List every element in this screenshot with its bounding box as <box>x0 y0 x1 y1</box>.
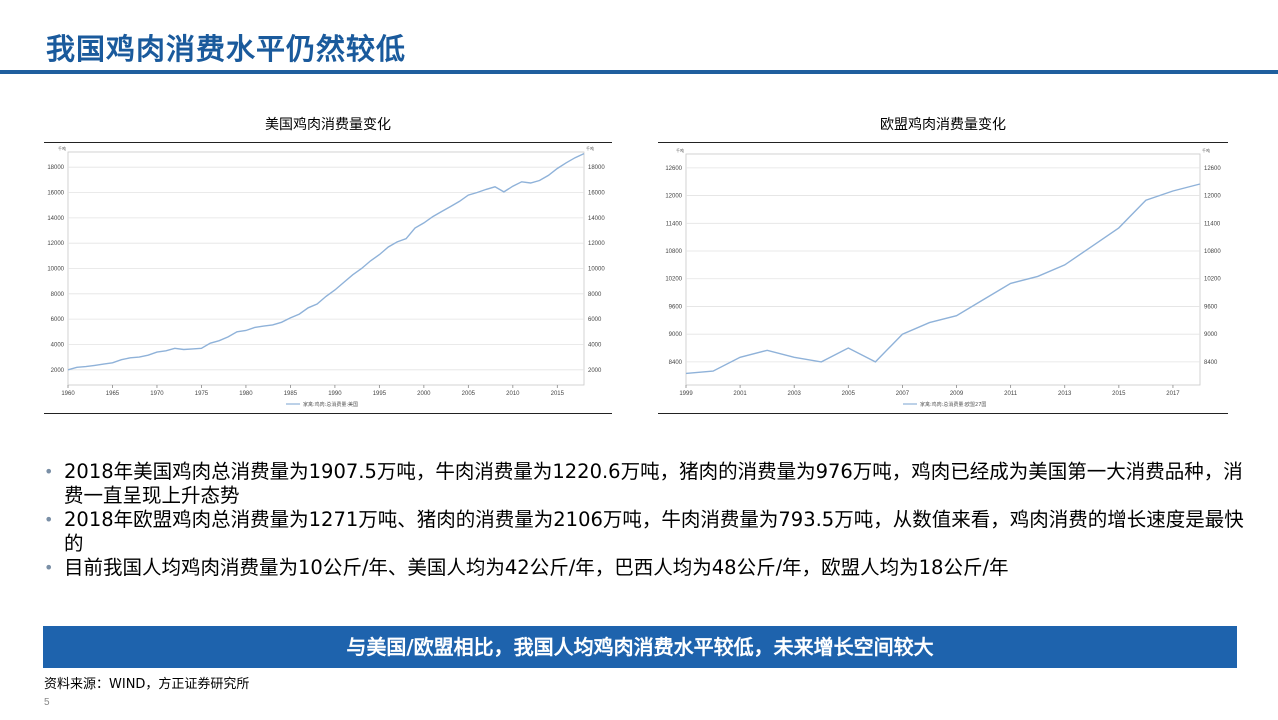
bullet-item: • 目前我国人均鸡肉消费量为10公斤/年、美国人均为42公斤/年，巴西人均为48… <box>44 556 1244 580</box>
bullet-item: • 2018年美国鸡肉总消费量为1907.5万吨，牛肉消费量为1220.6万吨，… <box>44 460 1244 508</box>
x-tick-label: 1980 <box>239 391 253 397</box>
x-tick-label: 2009 <box>950 391 964 397</box>
x-tick-label: 1995 <box>373 391 387 397</box>
title-divider <box>0 70 1278 74</box>
y-tick-label-right: 12000 <box>588 241 605 247</box>
y-tick-label-left: 12000 <box>665 194 682 200</box>
chart-eu-svg: 8400 8400 9000 9000 9600 9600 10200 10200 10800 1… <box>658 142 1228 414</box>
chart-caption-eu: 欧盟鸡肉消费量变化 <box>880 117 1006 133</box>
x-tick-label: 2017 <box>1166 391 1180 397</box>
y-tick-label-right: 8400 <box>1204 360 1218 366</box>
page-title: 我国鸡肉消费水平仍然较低 <box>46 32 407 66</box>
y-tick-label-left: 10000 <box>47 267 64 273</box>
chart-us: 2000 2000 4000 4000 6000 6000 8000 8000 10000 100… <box>44 142 612 414</box>
y-tick-label-left: 9600 <box>669 304 683 310</box>
y-tick-label-left: 8000 <box>51 292 65 298</box>
x-tick-label: 2011 <box>1004 391 1018 397</box>
x-tick-label: 2005 <box>842 391 856 397</box>
y-tick-label-right: 14000 <box>588 216 605 222</box>
y-tick-label-left: 8400 <box>669 360 683 366</box>
unit-label-left: 千吨 <box>676 147 684 153</box>
bullet-item: • 2018年欧盟鸡肉总消费量为1271万吨、猪肉的消费量为2106万吨，牛肉消… <box>44 508 1244 556</box>
chart-us-svg: 2000 2000 4000 4000 6000 6000 8000 8000 10000 100… <box>44 142 612 414</box>
plot-area-border <box>685 153 1201 386</box>
x-tick-label: 1999 <box>679 391 693 397</box>
x-tick-label: 1975 <box>195 391 209 397</box>
x-tick-label: 1985 <box>284 391 298 397</box>
y-tick-label-left: 16000 <box>47 191 64 197</box>
y-tick-label-left: 9000 <box>669 332 683 338</box>
series-line <box>685 183 1201 375</box>
y-tick-label-right: 12000 <box>1204 194 1221 200</box>
y-tick-label-right: 9000 <box>1204 332 1218 338</box>
y-tick-label-left: 4000 <box>51 342 65 348</box>
x-tick-label: 2015 <box>551 391 565 397</box>
conclusion-banner: 与美国/欧盟相比，我国人均鸡肉消费水平较低，未来增长空间较大 <box>43 626 1237 668</box>
y-tick-label-left: 12600 <box>665 166 682 172</box>
source-note: 资料来源：WIND，方正证券研究所 <box>44 677 250 692</box>
y-tick-label-right: 8000 <box>588 292 602 298</box>
chart-eu: 8400 8400 9000 9000 9600 9600 10200 10200 10800 1… <box>658 142 1228 414</box>
y-tick-label-right: 6000 <box>588 317 602 323</box>
x-tick-label: 2015 <box>1112 391 1126 397</box>
x-tick-label: 1990 <box>328 391 342 397</box>
page-number: 5 <box>44 697 50 708</box>
x-tick-label: 2001 <box>733 391 747 397</box>
bullet-dot-icon: • <box>44 558 54 577</box>
y-tick-label-right: 10200 <box>1204 277 1221 283</box>
y-tick-label-left: 14000 <box>47 216 64 222</box>
x-tick-label: 2007 <box>896 391 910 397</box>
series-line <box>67 152 585 371</box>
unit-label-left: 千吨 <box>58 145 66 151</box>
y-tick-label-right: 10000 <box>588 267 605 273</box>
y-tick-label-left: 10800 <box>665 249 682 255</box>
bullet-text: 2018年欧盟鸡肉总消费量为1271万吨、猪肉的消费量为2106万吨，牛肉消费量… <box>64 508 1244 555</box>
y-tick-label-right: 9600 <box>1204 304 1218 310</box>
x-tick-label: 1965 <box>106 391 120 397</box>
y-tick-label-right: 16000 <box>588 191 605 197</box>
y-tick-label-left: 10200 <box>665 277 682 283</box>
x-tick-label: 2013 <box>1058 391 1072 397</box>
x-tick-label: 1960 <box>61 391 75 397</box>
y-tick-label-right: 2000 <box>588 368 602 374</box>
y-tick-label-right: 18000 <box>588 165 605 171</box>
x-tick-label: 2005 <box>462 391 476 397</box>
legend-label: 家禽:鸡肉:总消费量:美国 <box>303 401 358 408</box>
x-tick-label: 2010 <box>506 391 520 397</box>
unit-label-right: 千吨 <box>586 145 594 151</box>
bullet-dot-icon: • <box>44 510 54 529</box>
x-tick-label: 2000 <box>417 391 431 397</box>
y-tick-label-left: 12000 <box>47 241 64 247</box>
bullet-text: 2018年美国鸡肉总消费量为1907.5万吨，牛肉消费量为1220.6万吨，猪肉… <box>64 460 1243 507</box>
x-tick-label: 2003 <box>788 391 802 397</box>
legend-label: 家禽:鸡肉:总消费量:欧盟27国 <box>920 401 986 408</box>
y-tick-label-left: 6000 <box>51 317 65 323</box>
y-tick-label-right: 11400 <box>1204 221 1221 227</box>
unit-label-right: 千吨 <box>1202 147 1210 153</box>
chart-caption-us: 美国鸡肉消费量变化 <box>265 117 391 133</box>
y-tick-label-left: 2000 <box>51 368 65 374</box>
y-tick-label-left: 11400 <box>666 221 683 227</box>
y-tick-label-left: 18000 <box>47 165 64 171</box>
bullet-list: • 2018年美国鸡肉总消费量为1907.5万吨，牛肉消费量为1220.6万吨，… <box>44 460 1244 580</box>
y-tick-label-right: 4000 <box>588 342 602 348</box>
bullet-dot-icon: • <box>44 462 54 481</box>
y-tick-label-right: 10800 <box>1204 249 1221 255</box>
x-tick-label: 1970 <box>150 391 164 397</box>
bullet-text: 目前我国人均鸡肉消费量为10公斤/年、美国人均为42公斤/年，巴西人均为48公斤… <box>64 556 1009 579</box>
y-tick-label-right: 12600 <box>1204 166 1221 172</box>
